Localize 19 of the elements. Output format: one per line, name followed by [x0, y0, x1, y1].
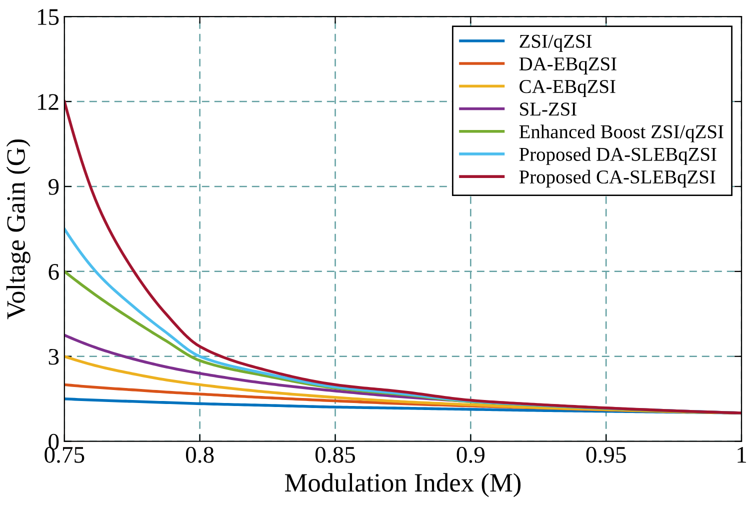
legend-label: SL-ZSI [520, 102, 576, 116]
x-tick-label: 0.8 [186, 446, 214, 463]
legend-label: Proposed CA-SLEBqZSI [519, 170, 716, 188]
legend-label: Enhanced Boost ZSI/qZSI [519, 124, 724, 142]
x-tick-label: 0.95 [586, 446, 626, 463]
x-tick-label: 0.85 [315, 446, 355, 463]
y-tick-label: 15 [38, 9, 59, 25]
y-axis-title: Voltage Gain (G) [6, 139, 30, 320]
y-tick-label: 6 [48, 264, 59, 280]
legend-label: ZSI/qZSI [520, 34, 592, 52]
y-tick-label: 3 [48, 348, 59, 365]
y-tick-label: 9 [48, 179, 59, 195]
x-tick-label: 1 [738, 446, 746, 463]
x-axis-title: Modulation Index (M) [284, 473, 521, 498]
legend-label: CA-EBqZSI [520, 80, 616, 98]
legend-label: Proposed DA-SLEBqZSI [519, 147, 716, 165]
y-tick-label: 12 [38, 94, 58, 110]
legend-label: DA-EBqZSI [519, 57, 616, 74]
x-tick-label: 0.9 [456, 446, 484, 463]
